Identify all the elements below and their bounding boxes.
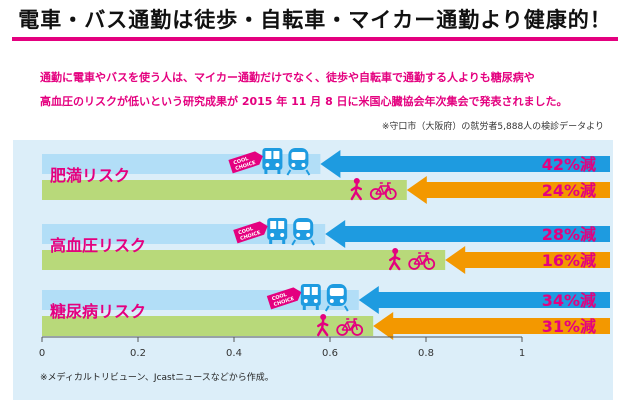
arrow-transit <box>325 220 610 248</box>
bar-walk <box>42 316 374 336</box>
reduction-label-walk: 24%減 <box>542 181 596 200</box>
arrow-transit <box>320 150 610 178</box>
badge-line-1: COOL <box>233 156 250 167</box>
x-tick-label: 0.6 <box>322 348 338 359</box>
category-label: 高血圧リスク <box>50 236 146 255</box>
x-tick-label: 0 <box>39 348 45 359</box>
page-title: 電車・バス通勤は徒歩・自転車・マイカー通勤より健康的！ <box>18 8 612 32</box>
walk-bicycle-icon <box>350 178 397 201</box>
title-underline <box>12 37 618 41</box>
train-bus-icon <box>262 148 311 176</box>
x-tick-label: 0.8 <box>418 348 434 359</box>
category-label: 肥満リスク <box>50 166 130 185</box>
train-bus-icon <box>267 218 316 246</box>
category-label: 糖尿病リスク <box>50 302 146 321</box>
x-tick-label: 0.2 <box>130 348 146 359</box>
footnote: ※メディカルトリビューン、Jcastニュースなどから作成。 <box>40 373 274 383</box>
arrow-walk <box>406 176 610 204</box>
bar-walk <box>42 180 407 200</box>
badge-line-1: COOL <box>238 226 255 237</box>
description-line-2: 高血圧のリスクが低いという研究成果が 2015 年 11 月 8 日に米国心臓協… <box>40 95 568 108</box>
bar-walk <box>42 250 446 270</box>
description-line-1: 通勤に電車やバスを使う人は、マイカー通勤だけでなく、徒歩や自転車で通勤する人より… <box>40 71 535 84</box>
badge-line-1: COOL <box>271 292 288 303</box>
source-note: ※守口市（大阪府）の就労者5,888人の検診データより <box>381 122 604 132</box>
walk-bicycle-icon <box>389 248 436 271</box>
arrow-transit <box>358 286 610 314</box>
reduction-label-walk: 31%減 <box>542 317 596 336</box>
train-bus-icon <box>300 284 349 312</box>
x-tick-label: 0.4 <box>226 348 242 359</box>
arrow-walk <box>445 246 610 274</box>
reduction-label-transit: 28%減 <box>542 225 596 244</box>
walk-bicycle-icon <box>317 314 364 337</box>
x-tick-label: 1 <box>519 348 525 359</box>
description: 通勤に電車やバスを使う人は、マイカー通勤だけでなく、徒歩や自転車で通勤する人より… <box>40 66 610 114</box>
reduction-label-transit: 34%減 <box>542 291 596 310</box>
arrow-walk <box>373 312 610 340</box>
reduction-label-transit: 42%減 <box>542 155 596 174</box>
reduction-label-walk: 16%減 <box>542 251 596 270</box>
